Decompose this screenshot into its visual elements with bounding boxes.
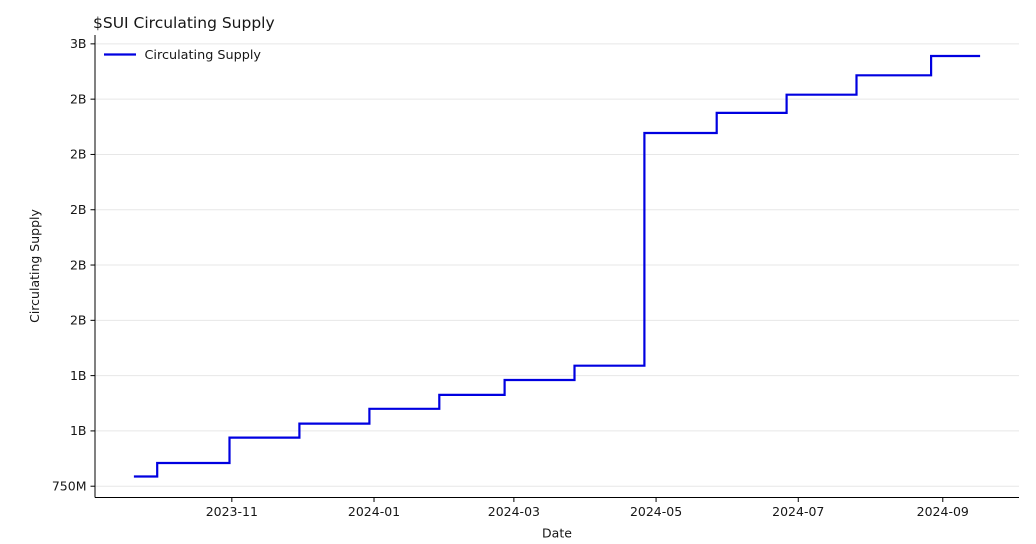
x-tick-label: 2024-05	[630, 504, 682, 519]
y-tick-label: 2B	[70, 257, 87, 272]
y-tick-label: 3B	[70, 36, 87, 51]
y-tick-label: 2B	[70, 147, 87, 162]
y-axis-label: Circulating Supply	[27, 209, 42, 323]
legend: Circulating Supply	[104, 48, 261, 63]
y-tick-label: 1B	[70, 368, 87, 383]
y-tick-label: 1B	[70, 423, 87, 438]
x-tick-label: 2024-09	[917, 504, 969, 519]
x-tick-label: 2024-07	[772, 504, 824, 519]
x-tick-label: 2023-11	[206, 504, 258, 519]
y-tick-label: 2B	[70, 202, 87, 217]
y-tick-label: 2B	[70, 313, 87, 328]
chart-title: $SUI Circulating Supply	[93, 14, 275, 32]
axes-layer	[90, 35, 1019, 502]
gridlines-layer	[95, 43, 1019, 487]
x-axis-label: Date	[542, 526, 572, 541]
legend-label: Circulating Supply	[145, 48, 262, 63]
circulating-supply-line	[133, 54, 981, 478]
x-tick-label: 2024-01	[348, 504, 400, 519]
y-tick-label: 750M	[52, 479, 87, 494]
series-layer	[133, 54, 981, 478]
x-tick-label: 2024-03	[488, 504, 540, 519]
y-tick-label: 2B	[70, 91, 87, 106]
tick-labels-layer: 750M 1B 1B 2B 2B 2B 2B 2B 3B 2023-11 2024-01 2024-0…	[52, 36, 969, 519]
